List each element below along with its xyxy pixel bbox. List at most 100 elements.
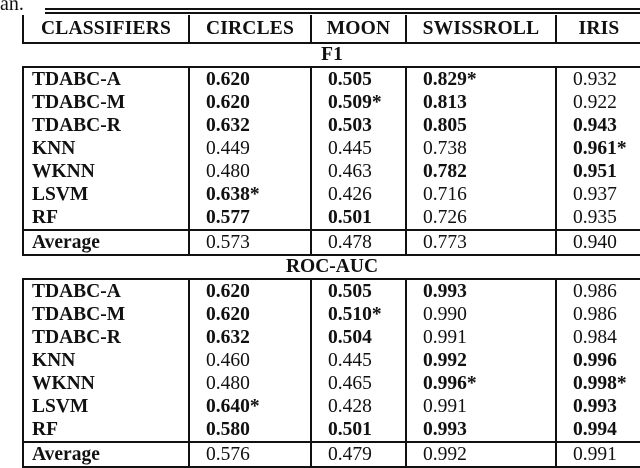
value-cell-iris: 0.943	[555, 114, 640, 137]
value-cell-iris: 0.932	[555, 67, 640, 91]
value-cell-swissroll: 0.992	[405, 349, 556, 372]
value-cell-iris: 0.935	[555, 206, 640, 230]
value-cell-swissroll: 0.782	[405, 160, 556, 183]
value-cell-circles: 0.460	[188, 349, 311, 372]
section-band-row: ROC-AUC	[23, 255, 640, 280]
caption-fragment: an.	[0, 0, 24, 15]
value-cell-circles: 0.632	[188, 326, 311, 349]
table-row: LSVM 0.638* 0.426 0.716 0.937	[22, 183, 640, 206]
section-title-roc-auc: ROC-AUC	[23, 255, 640, 280]
classifier-name-cell: WKNN	[22, 160, 189, 183]
average-circles: 0.573	[188, 229, 311, 256]
classifier-name-cell: TDABC-R	[22, 326, 189, 349]
value-cell-iris: 0.996	[555, 349, 640, 372]
value-cell-circles: 0.632	[188, 114, 311, 137]
value-cell-moon: 0.505	[310, 279, 406, 303]
value-cell-circles: 0.620	[188, 279, 311, 303]
value-cell-circles: 0.480	[188, 160, 311, 183]
column-header-circles: CIRCLES	[188, 15, 311, 44]
value-cell-iris: 0.961*	[555, 137, 640, 160]
value-cell-moon: 0.504	[310, 326, 406, 349]
value-cell-iris: 0.998*	[555, 372, 640, 395]
section-band-row: F1	[23, 43, 640, 68]
value-cell-moon: 0.509*	[310, 91, 406, 114]
value-cell-circles: 0.580	[188, 418, 311, 442]
header-row: CLASSIFIERS CIRCLES MOON SWISSROLL IRIS	[22, 15, 640, 44]
table-row: TDABC-M 0.620 0.509* 0.813 0.922	[22, 91, 640, 114]
table-top-double-rule	[45, 8, 640, 14]
value-cell-moon: 0.445	[310, 349, 406, 372]
classifier-name-cell: LSVM	[22, 395, 189, 418]
value-cell-moon: 0.428	[310, 395, 406, 418]
value-cell-iris: 0.937	[555, 183, 640, 206]
average-row: Average 0.573 0.478 0.773 0.940	[22, 229, 640, 256]
value-cell-circles: 0.620	[188, 91, 311, 114]
average-label: Average	[22, 229, 189, 256]
table-row: TDABC-R 0.632 0.503 0.805 0.943	[22, 114, 640, 137]
value-cell-circles: 0.638*	[188, 183, 311, 206]
value-cell-swissroll: 0.738	[405, 137, 556, 160]
average-iris: 0.940	[555, 229, 640, 256]
value-cell-moon: 0.501	[310, 206, 406, 230]
average-moon: 0.479	[310, 441, 406, 468]
average-circles: 0.576	[188, 441, 311, 468]
value-cell-circles: 0.577	[188, 206, 311, 230]
section-title-f1: F1	[23, 43, 640, 68]
value-cell-swissroll: 0.805	[405, 114, 556, 137]
classifier-name-cell: RF	[22, 418, 189, 442]
value-cell-moon: 0.426	[310, 183, 406, 206]
table-row: RF 0.577 0.501 0.726 0.935	[22, 206, 640, 230]
value-cell-iris: 0.922	[555, 91, 640, 114]
classifier-name-cell: TDABC-A	[22, 279, 189, 303]
value-cell-circles: 0.620	[188, 303, 311, 326]
value-cell-swissroll: 0.993	[405, 418, 556, 442]
value-cell-moon: 0.465	[310, 372, 406, 395]
average-label: Average	[22, 441, 189, 468]
value-cell-moon: 0.445	[310, 137, 406, 160]
table-row: TDABC-M 0.620 0.510* 0.990 0.986	[22, 303, 640, 326]
value-cell-swissroll: 0.991	[405, 326, 556, 349]
classifier-name-cell: KNN	[22, 349, 189, 372]
classifier-name-cell: WKNN	[22, 372, 189, 395]
table-row: TDABC-A 0.620 0.505 0.829* 0.932	[22, 67, 640, 91]
value-cell-swissroll: 0.990	[405, 303, 556, 326]
average-moon: 0.478	[310, 229, 406, 256]
classifier-name-cell: LSVM	[22, 183, 189, 206]
value-cell-moon: 0.503	[310, 114, 406, 137]
table-row: TDABC-A 0.620 0.505 0.993 0.986	[22, 279, 640, 303]
column-header-swissroll: SWISSROLL	[405, 15, 556, 44]
classifier-name-cell: TDABC-M	[22, 91, 189, 114]
value-cell-moon: 0.510*	[310, 303, 406, 326]
classifier-name-cell: TDABC-A	[22, 67, 189, 91]
table-row: KNN 0.460 0.445 0.992 0.996	[22, 349, 640, 372]
column-header-classifiers: CLASSIFIERS	[22, 15, 189, 44]
average-swissroll: 0.992	[405, 441, 556, 468]
value-cell-moon: 0.505	[310, 67, 406, 91]
value-cell-swissroll: 0.991	[405, 395, 556, 418]
results-table-wrapper: CLASSIFIERS CIRCLES MOON SWISSROLL IRIS …	[22, 15, 640, 468]
value-cell-swissroll: 0.726	[405, 206, 556, 230]
value-cell-swissroll: 0.716	[405, 183, 556, 206]
value-cell-swissroll: 0.996*	[405, 372, 556, 395]
classifier-name-cell: TDABC-M	[22, 303, 189, 326]
table-row: TDABC-R 0.632 0.504 0.991 0.984	[22, 326, 640, 349]
value-cell-iris: 0.994	[555, 418, 640, 442]
value-cell-swissroll: 0.813	[405, 91, 556, 114]
table-row: LSVM 0.640* 0.428 0.991 0.993	[22, 395, 640, 418]
classifier-name-cell: KNN	[22, 137, 189, 160]
value-cell-swissroll: 0.829*	[405, 67, 556, 91]
average-iris: 0.991	[555, 441, 640, 468]
value-cell-circles: 0.620	[188, 67, 311, 91]
table-row: WKNN 0.480 0.463 0.782 0.951	[22, 160, 640, 183]
column-header-moon: MOON	[310, 15, 406, 44]
classifier-name-cell: RF	[22, 206, 189, 230]
value-cell-circles: 0.449	[188, 137, 311, 160]
table-row: KNN 0.449 0.445 0.738 0.961*	[22, 137, 640, 160]
value-cell-circles: 0.480	[188, 372, 311, 395]
value-cell-moon: 0.501	[310, 418, 406, 442]
value-cell-moon: 0.463	[310, 160, 406, 183]
table-row: RF 0.580 0.501 0.993 0.994	[22, 418, 640, 442]
table-row: WKNN 0.480 0.465 0.996* 0.998*	[22, 372, 640, 395]
value-cell-iris: 0.993	[555, 395, 640, 418]
